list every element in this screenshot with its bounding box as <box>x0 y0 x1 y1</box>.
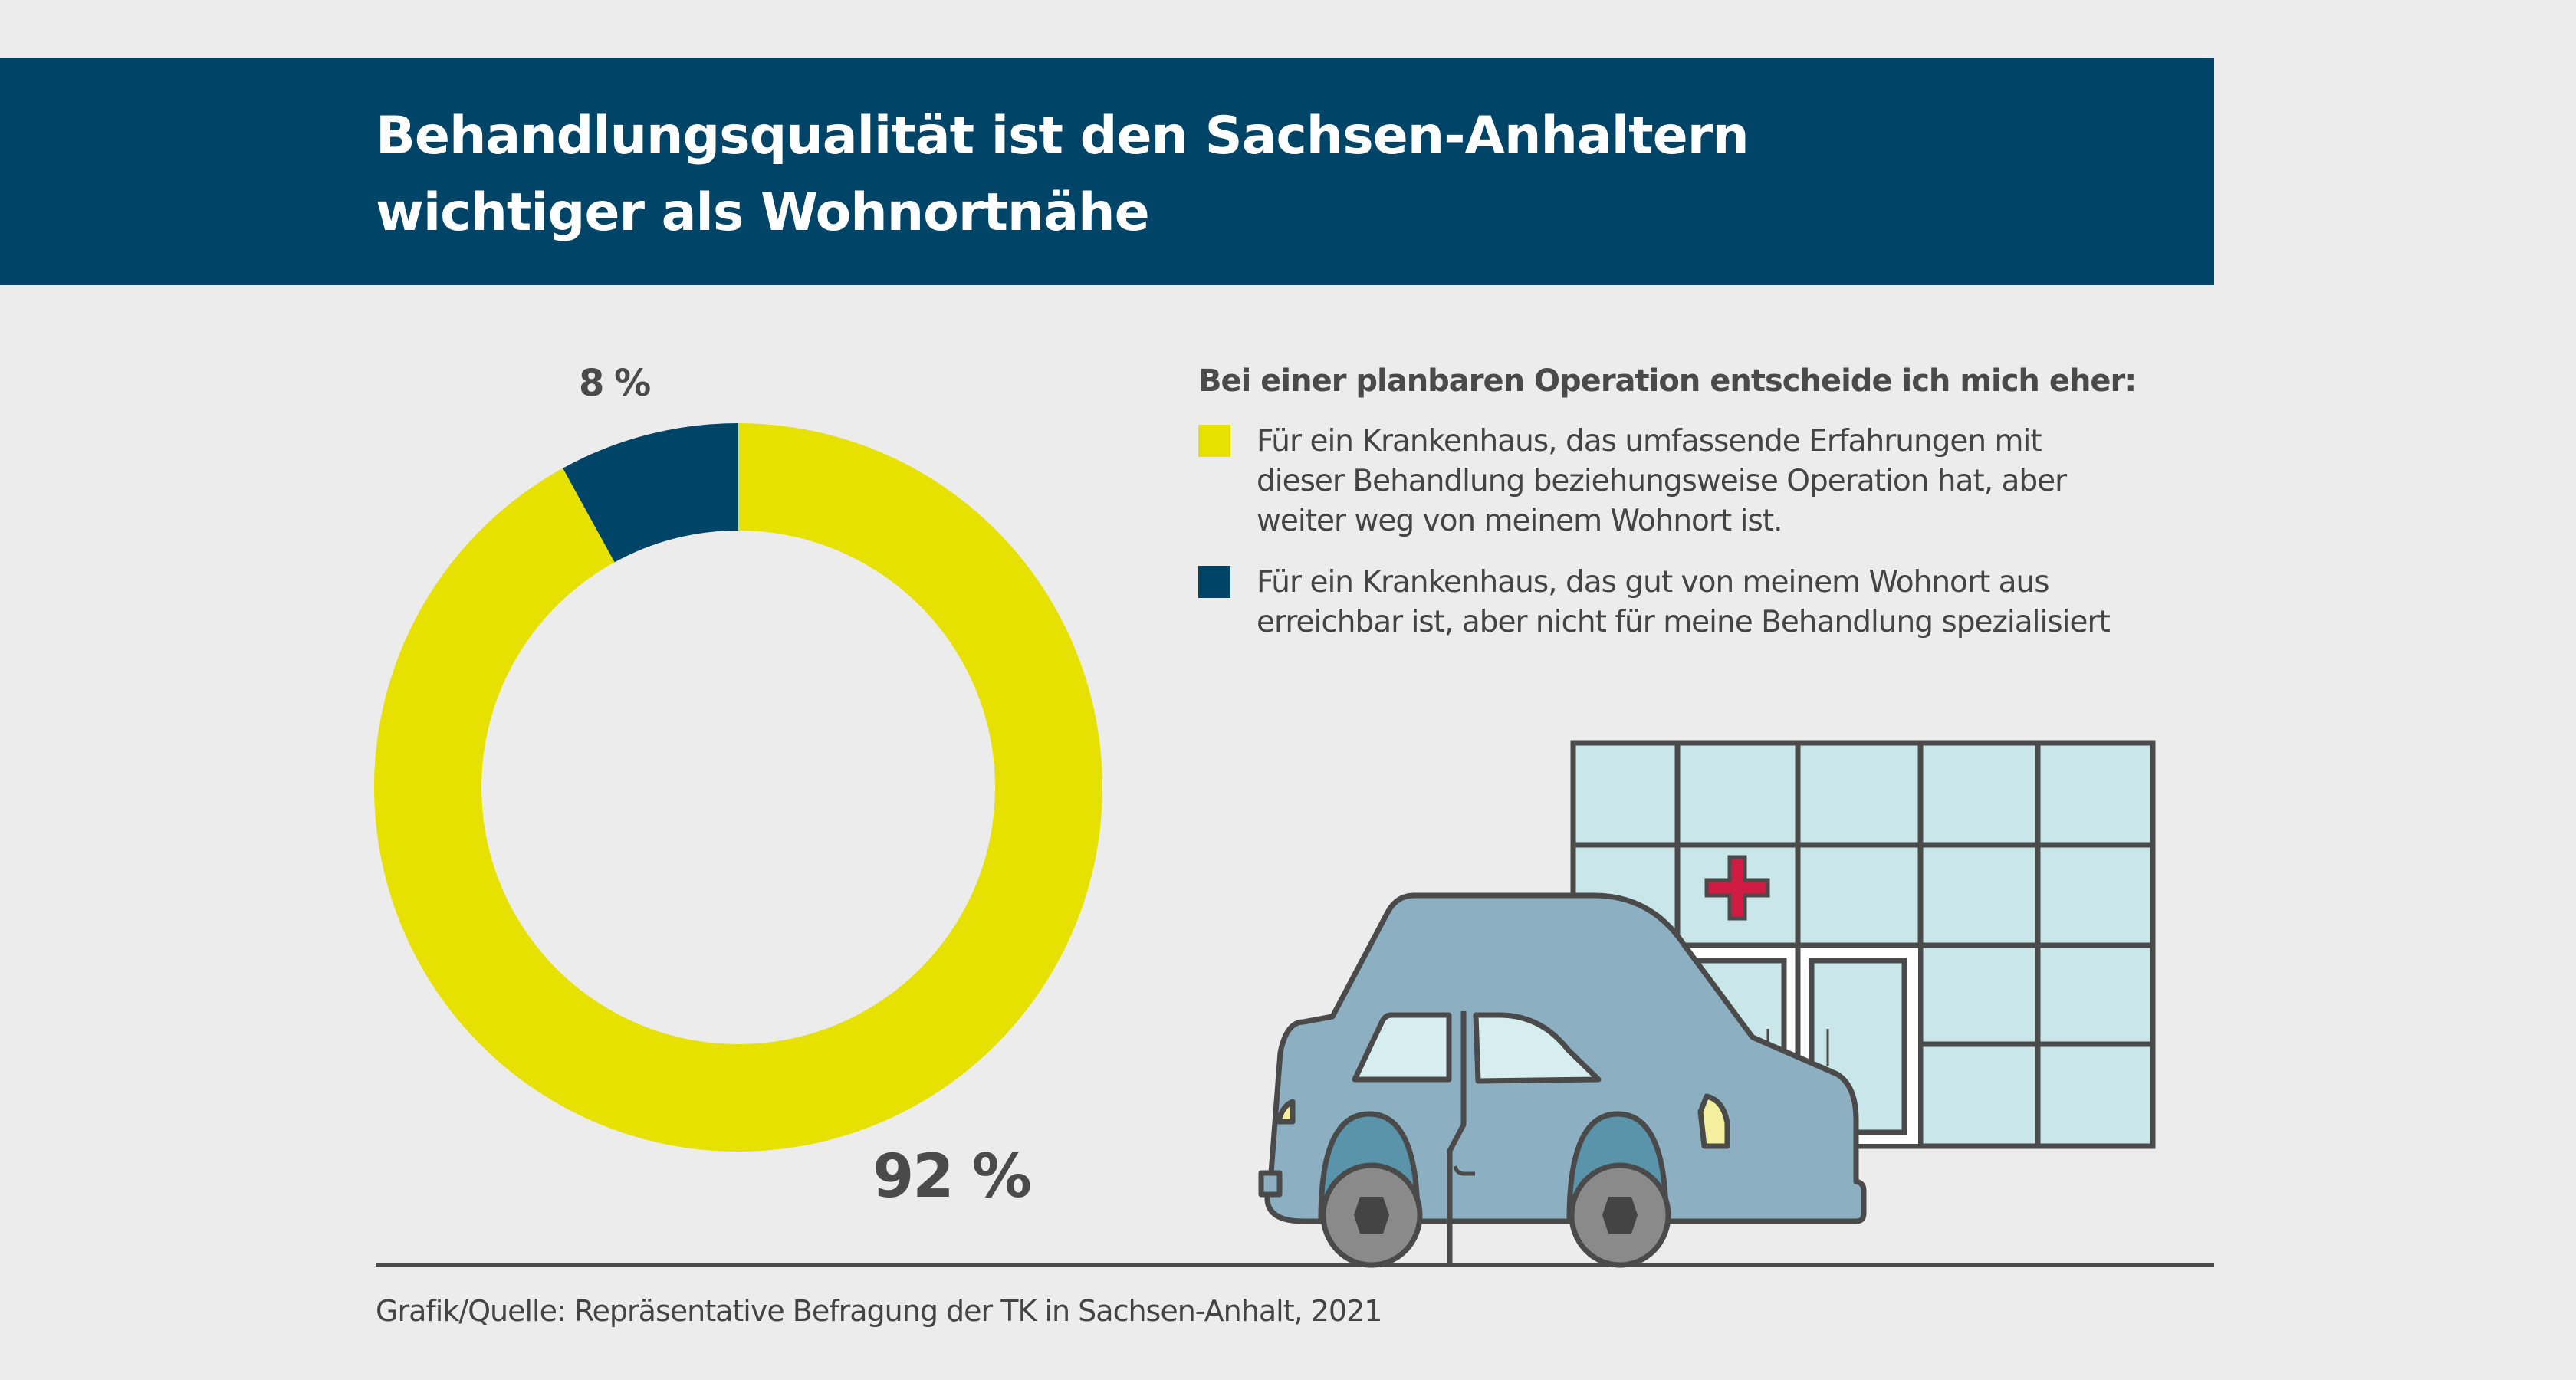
car-icon <box>1258 892 1867 1268</box>
title-line-2: wichtiger als Wohnortnähe <box>376 182 1150 243</box>
legend-swatch-yellow <box>1198 425 1230 457</box>
source-note: Grafik/Quelle: Repräsentative Befragung … <box>376 1294 1382 1328</box>
legend-text: Für ein Krankenhaus, das umfassende Erfa… <box>1257 424 2067 538</box>
footer-divider <box>376 1263 2214 1267</box>
title-banner <box>0 58 2214 285</box>
legend-heading: Bei einer planbaren Operation entscheide… <box>1198 363 2137 399</box>
donut-slice-92-percent <box>374 423 1102 1152</box>
page-title: Behandlungsqualität ist den Sachsen-Anha… <box>376 98 2139 251</box>
donut-slice-8-percent <box>563 423 738 563</box>
data-label-92-percent: 92 % <box>872 1142 1032 1211</box>
red-cross-icon <box>1704 855 1770 921</box>
title-line-1: Behandlungsqualität ist den Sachsen-Anha… <box>376 106 1750 166</box>
legend-text: Für ein Krankenhaus, das gut von meinem … <box>1257 565 2111 639</box>
data-label-8-percent: 8 % <box>579 362 651 405</box>
legend-swatch-blue <box>1198 566 1230 598</box>
